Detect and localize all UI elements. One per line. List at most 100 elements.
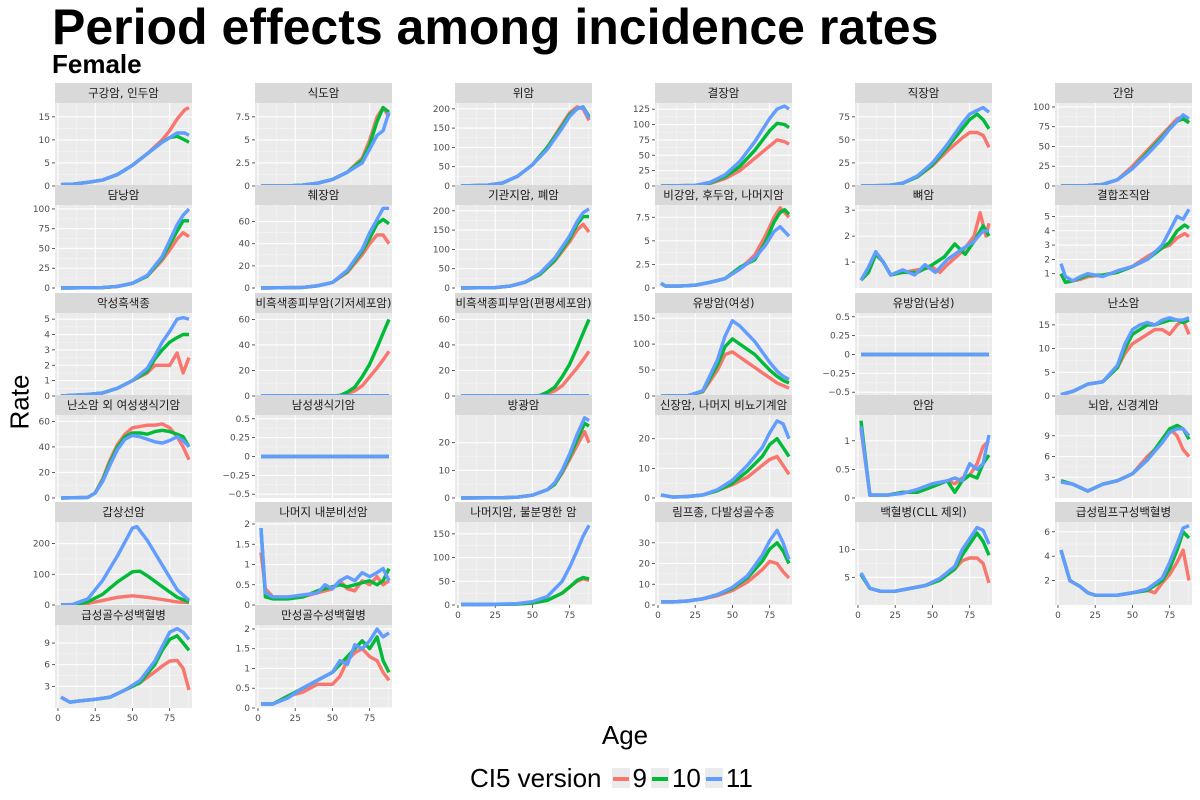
y-tick-label: 50 (1039, 142, 1051, 152)
facet-title: 난소암 (1108, 296, 1140, 310)
y-tick-label: 0 (644, 284, 650, 294)
x-tick-label: 25 (889, 611, 900, 621)
facet-panel: 림프종, 다발성골수종 0 10 20 30 0 25 50 75 (639, 502, 792, 621)
y-tick-label: 25 (639, 167, 650, 177)
y-tick-label: 40 (239, 341, 251, 351)
facet-strip (255, 605, 392, 625)
x-tick-label: 25 (1089, 611, 1100, 621)
series-line-11 (460, 105, 591, 188)
x-tick-label: 0 (55, 714, 61, 724)
facet-title: 담낭암 (108, 188, 140, 202)
facet-title: 비강암, 후두암, 나머지암 (663, 188, 784, 202)
facet-title: 식도암 (308, 86, 340, 100)
legend-swatch-10 (651, 777, 668, 781)
x-tick-label: 25 (89, 714, 100, 724)
y-tick-label: 3 (844, 206, 850, 216)
y-tick-label: 0.5 (236, 684, 250, 694)
series-line-11 (859, 229, 989, 282)
y-tick-label: 1 (844, 258, 850, 268)
legend-swatch-9 (612, 777, 629, 781)
y-tick-label: 4 (1044, 552, 1050, 562)
y-tick-label: 5 (44, 159, 50, 169)
y-tick-label: 100 (33, 205, 50, 215)
facet-panel: 난소암 외 여성생식기암 0 20 40 60 (39, 395, 192, 504)
y-tick-label: 40 (239, 240, 251, 250)
facet-title: 비흑색종피부암(편평세포암) (456, 296, 592, 310)
y-tick-label: 100 (633, 121, 650, 131)
facet-strip (855, 185, 992, 205)
facet-strip (55, 502, 192, 522)
y-tick-label: −0.5 (828, 388, 850, 398)
facet-strip (855, 502, 992, 522)
series-line-11 (1060, 113, 1190, 188)
legend-key-10 (650, 768, 669, 788)
y-tick-label: 10 (1039, 345, 1051, 355)
facet-title: 유방암(여성) (693, 296, 755, 310)
series-line-11 (60, 315, 190, 398)
x-tick-label: 50 (327, 714, 339, 724)
y-tick-label: 6 (1044, 528, 1050, 538)
y-tick-label: 75 (639, 136, 650, 146)
series-line-11 (660, 225, 791, 288)
y-tick-label: 0.25 (230, 434, 250, 444)
y-tick-label: −0.5 (228, 490, 250, 500)
y-tick-label: 50 (439, 577, 451, 587)
facet-strip (1055, 185, 1192, 205)
legend-key-9 (611, 768, 630, 788)
facet-strip (1055, 83, 1192, 103)
series-line-11 (1060, 427, 1191, 493)
chart-subtitle: Female (52, 49, 142, 79)
y-tick-label: 5 (1044, 368, 1050, 378)
y-tick-label: −0.25 (822, 369, 850, 379)
series-line-11 (60, 626, 191, 704)
y-tick-label: 20 (439, 366, 451, 376)
facet-strip (855, 83, 992, 103)
y-tick-label: 0 (244, 182, 250, 192)
series-line-11 (461, 524, 591, 607)
y-tick-label: 50 (839, 136, 851, 146)
y-tick-label: 0 (1044, 182, 1050, 192)
x-tick-label: 0 (455, 611, 461, 621)
facet-title: 나머지 내분비선암 (279, 505, 368, 519)
y-tick-label: 4 (44, 331, 50, 341)
y-tick-label: 60 (239, 218, 251, 228)
facet-title: 방광암 (508, 398, 540, 412)
y-tick-label: 20 (639, 435, 651, 445)
y-tick-label: 0.5 (836, 313, 850, 323)
facet-title: 남성생식기암 (292, 398, 356, 412)
y-tick-label: 1 (244, 664, 250, 674)
series-line-11 (661, 528, 791, 604)
y-tick-label: 2.5 (636, 260, 650, 270)
facet-panel: 백혈병(CLL 제외) 5 10 0 25 50 75 (839, 502, 992, 621)
facet-strip (255, 83, 392, 103)
facet-strip (655, 502, 792, 522)
y-tick-label: 15 (39, 113, 50, 123)
series-line-11 (1059, 524, 1190, 597)
facet-panel: 방광암 0 10 20 (439, 395, 592, 504)
facet-title: 구강암, 인두암 (88, 86, 159, 100)
y-tick-label: 0 (244, 453, 250, 463)
facet-title: 급성림프구성백혈병 (1076, 505, 1171, 519)
facet-panel: 급성골수성백혈병 3 6 9 0 25 50 75 (44, 605, 192, 724)
facet-title: 뇌암, 신경계암 (1088, 398, 1159, 412)
y-tick-label: 1.5 (236, 645, 250, 655)
x-tick-label: 75 (764, 611, 775, 621)
y-tick-label: 100 (433, 245, 450, 255)
y-tick-label: 0.25 (830, 332, 850, 342)
y-tick-label: 0 (244, 284, 250, 294)
series-line-11 (860, 105, 991, 188)
y-tick-label: 100 (633, 340, 650, 350)
y-tick-label: 1 (844, 437, 850, 447)
y-tick-label: 50 (39, 244, 51, 254)
facet-title: 비흑색종피부암(기저세포암) (256, 296, 392, 310)
facet-strip (655, 395, 792, 415)
facet-title: 만성골수성백혈병 (281, 608, 366, 622)
series-line-11 (660, 419, 791, 499)
y-tick-label: 7.5 (636, 213, 650, 223)
y-tick-label: 200 (33, 540, 50, 550)
y-tick-label: 1 (1044, 270, 1050, 280)
y-tick-label: 150 (433, 124, 450, 134)
y-tick-label: 0 (444, 182, 450, 192)
x-tick-label: 75 (364, 714, 375, 724)
facet-panel: 유방암(남성) −0.5 −0.25 0 0.25 0.5 (822, 293, 992, 398)
